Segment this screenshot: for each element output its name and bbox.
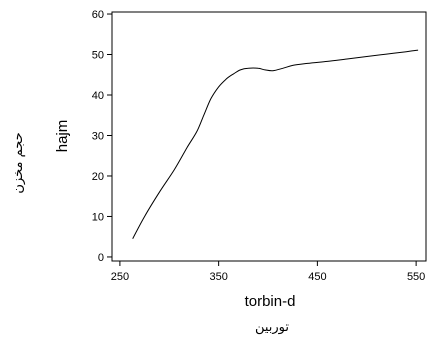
- y-axis-title-secondary: حجم مخزن: [11, 132, 26, 193]
- x-axis-title-secondary: توربين: [255, 320, 289, 335]
- x-tick-label: 550: [407, 271, 425, 283]
- y-tick-label: 50: [92, 50, 104, 62]
- x-axis: 250 350 450 550: [111, 261, 425, 283]
- y-tick-label: 10: [92, 211, 104, 223]
- y-axis: 0 10 20 30 40 50 60: [92, 9, 112, 264]
- y-axis-title: hajm: [54, 120, 71, 153]
- y-tick-label: 0: [98, 252, 104, 264]
- y-tick-label: 60: [92, 9, 104, 21]
- x-tick-label: 350: [209, 271, 227, 283]
- plot-frame: [111, 11, 427, 262]
- x-tick-label: 250: [111, 271, 129, 283]
- y-tick-label: 20: [92, 171, 104, 183]
- y-tick-label: 30: [92, 130, 104, 142]
- x-tick-label: 450: [308, 271, 326, 283]
- series-layer: [132, 49, 419, 239]
- series-line: [132, 49, 419, 239]
- x-axis-title: torbin-d: [245, 293, 296, 310]
- y-tick-label: 40: [92, 90, 104, 102]
